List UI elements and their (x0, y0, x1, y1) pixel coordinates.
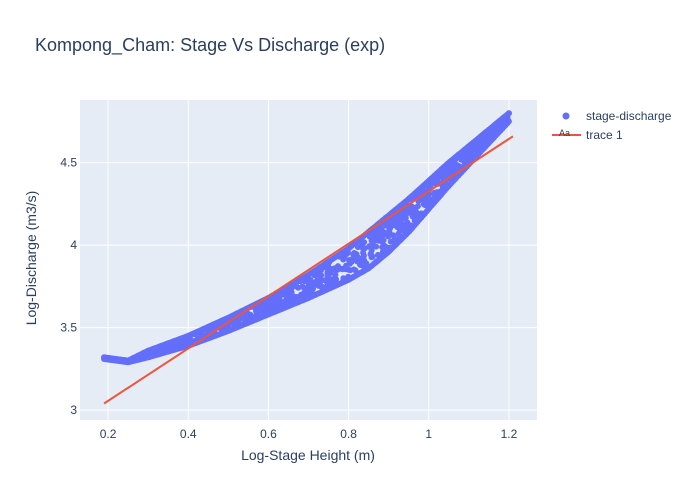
x-tick-label: 0.4 (180, 427, 197, 441)
scatter-point (258, 304, 265, 311)
scatter-point (318, 272, 325, 279)
scatter-point (412, 205, 419, 211)
scatter-point (373, 243, 380, 250)
scatter-point (392, 214, 399, 221)
scatter-point (265, 302, 272, 309)
gridlines (80, 100, 537, 420)
scatter-point (379, 244, 386, 250)
scatter-point (505, 118, 512, 125)
scatter-point (294, 294, 301, 300)
y-tick-label: 3.5 (60, 321, 77, 335)
x-tick-label: 0.6 (260, 427, 277, 441)
scatter-point (374, 235, 381, 242)
scatter-point (324, 280, 331, 287)
scatter-point (289, 292, 295, 299)
y-tick-label: 4 (70, 238, 77, 252)
legend-item-stage-discharge[interactable]: stage-discharge (562, 109, 672, 123)
scatter-point (392, 219, 399, 226)
scatter-point (460, 157, 467, 163)
scatter-point (333, 276, 340, 283)
x-tick-labels: 0.2 0.4 0.6 0.8 1 1.2 (100, 427, 518, 441)
scatter-point (345, 266, 352, 273)
scatter-point (305, 287, 312, 294)
scatter-point (425, 194, 431, 200)
x-tick-label: 1.2 (501, 427, 518, 441)
chart-title: Kompong_Cham: Stage Vs Discharge (exp) (35, 35, 385, 56)
x-tick-label: 0.2 (100, 427, 117, 441)
legend-label-stage-discharge: stage-discharge (586, 109, 672, 123)
y-tick-label: 4.5 (60, 156, 77, 170)
scatter-point (402, 224, 409, 231)
scatter-point (354, 258, 361, 265)
scatter-point (295, 284, 302, 291)
scatter-point (343, 262, 350, 269)
legend-symbol-aa: Aa (559, 128, 570, 138)
scatter-point (382, 230, 389, 237)
scatter-point (367, 251, 374, 258)
legend-label-trace-1: trace 1 (586, 128, 623, 142)
fit-line (103, 135, 514, 405)
scatter-point (398, 214, 405, 221)
legend[interactable]: stage-discharge Aa trace 1 (552, 109, 672, 142)
scatter-point (481, 137, 488, 144)
y-tick-label: 3 (70, 403, 77, 417)
scatter-point (359, 245, 366, 252)
scatter-series (101, 110, 512, 366)
scatter-point (276, 300, 283, 307)
scatter-point (448, 164, 455, 171)
legend-item-trace-1[interactable]: Aa trace 1 (552, 128, 623, 142)
scatter-point (442, 170, 449, 177)
scatter-point (397, 221, 404, 228)
x-tick-label: 1 (425, 427, 432, 441)
y-tick-labels: 3 3.5 4 4.5 (60, 156, 77, 417)
scatter-point (324, 269, 331, 276)
scatter-point (378, 225, 385, 232)
scatter-point (347, 256, 354, 263)
scatter-point (363, 260, 370, 267)
scatter-point (390, 232, 397, 239)
scatter-point (315, 282, 322, 289)
scatter-point (335, 263, 341, 270)
legend-marker-stage-discharge (562, 112, 570, 120)
fit-line-series (103, 135, 514, 405)
scatter-point (505, 110, 512, 117)
x-axis-title: Log-Stage Height (m) (241, 447, 375, 463)
x-tick-label: 0.8 (340, 427, 357, 441)
scatter-point (360, 252, 367, 259)
scatter-point (471, 146, 478, 153)
y-axis-title: Log-Discharge (m3/s) (23, 191, 39, 326)
